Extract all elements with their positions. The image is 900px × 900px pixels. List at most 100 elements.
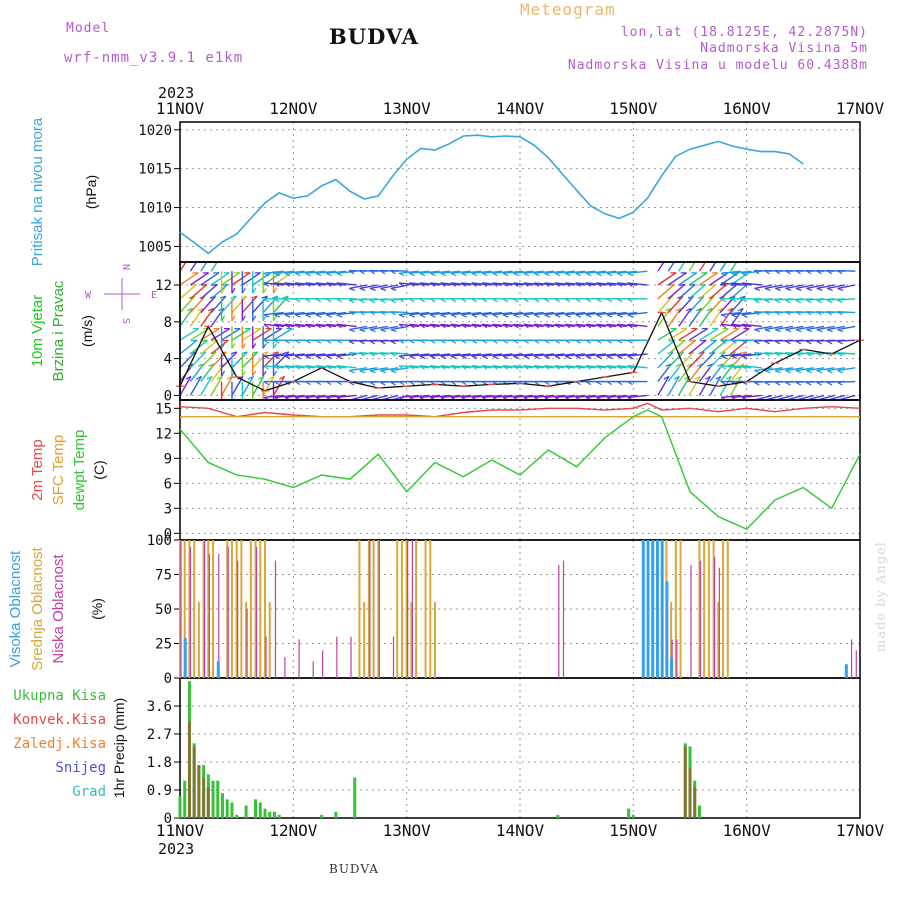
wind-arrow-head [390,328,397,333]
wind-arrow [688,272,708,286]
wind-arrow [482,323,503,328]
wind-arrow [189,262,198,272]
wind-arrow [336,311,357,316]
wind-arrow-head [251,295,258,299]
wind-arrow [252,351,269,369]
wind-arrow-head [720,365,727,370]
wind-arrow [231,351,248,369]
wind-arrow [606,365,627,369]
wind-arrow-head [806,370,812,374]
wind-arrow-head [616,381,623,386]
wind-arrow-head [262,343,267,349]
wind-arrow [471,365,492,369]
wind-arrow-head [315,339,322,344]
wind-arrow-head [419,323,425,329]
wind-arrow-head [689,283,696,286]
precip-conv-bar [688,768,692,818]
wind-arrow [764,284,783,290]
wind-arrow-head [795,370,802,374]
wind-arrow-head [775,287,781,291]
wind-arrow [305,270,326,274]
wind-arrow [657,295,674,314]
wind-arrow [806,352,825,355]
wind-arrow-head [785,311,791,316]
wind-arrow [627,394,648,399]
wind-arrow [554,365,575,369]
wind-arrow [544,394,565,399]
wind-arrow-head [349,287,356,291]
wind-arrow [502,270,523,274]
wind-arrow [617,270,638,274]
wind-arrow [189,307,204,327]
wind-arrow-head [305,355,312,360]
wind-arrow-head [227,375,233,380]
wind-arrow-head [785,287,792,291]
wind-arrow [606,353,627,357]
wind-arrow-head [336,339,342,344]
wind-arrow-head [512,298,519,303]
wind-arrow-head [596,272,602,277]
wind-arrow-head [585,339,592,344]
wind-arrow [709,307,724,327]
wind-arrow [284,282,305,286]
wind-arrow-head [325,381,332,386]
wind-arrow-head [390,340,397,345]
precip-total-bar [221,793,224,818]
wind-arrow [492,282,513,286]
wind-arrow-head [502,323,508,329]
wind-arrow-head [429,355,436,360]
wind-arrow-head [315,323,321,329]
wind-arrow [492,353,513,357]
wind-arrow-head [554,298,561,303]
time-label-bottom: 15NOV [609,821,658,840]
wind-arrow-head [533,339,540,344]
wind-arrow-head [201,283,208,286]
wind-arrow-head [740,351,747,355]
wind-arrow-head [502,314,509,318]
wind-arrow-head [513,272,519,277]
wind-arrow [295,394,316,399]
precip-total-bar [697,805,701,818]
wind-arrow-head [461,355,467,360]
wind-arrow-head [348,299,355,304]
wind-arrow [471,311,492,316]
wind-arrow [461,270,482,274]
wind-arrow [741,270,762,274]
wind-arrow-head [837,299,843,304]
wind-arrow [359,284,378,290]
wind-arrow-head [471,272,478,277]
wind-arrow-head [616,282,623,287]
wind-arrow [596,353,617,357]
wind-arrow [180,339,198,355]
wind-arrow-head [616,339,623,344]
wind-arrow-head [216,375,223,380]
wind-arrow [263,394,284,399]
wind-arrow-head [247,375,254,380]
wind-arrow-head [627,365,633,370]
wind-arrow-head [585,298,592,303]
wind-arrow-head [707,363,713,367]
wind-arrow-head [685,253,690,256]
wind-arrow-head [705,375,711,380]
wind-arrow-head [450,339,457,344]
wind-arrow [678,272,698,286]
wind-arrow [596,311,617,316]
precip-total-bar [211,780,215,818]
wind-arrow [200,351,217,369]
wind-arrow [523,270,544,274]
wind-arrow-head [197,363,204,367]
wind-arrow-head [700,339,707,342]
wind-arrow-head [273,298,280,303]
wind-arrow-head [785,328,792,333]
wind-arrow-head [795,287,802,291]
precip-conv-bar [197,765,201,818]
wind-arrow-head [272,287,278,294]
wind-arrow [544,365,565,369]
wind-arrow [719,327,740,341]
wind-arrow [678,375,691,396]
wind-arrow-head [836,270,843,275]
wind-arrow-head [369,370,376,374]
wind-arrow [523,365,544,369]
wind-arrow [450,353,471,357]
wind-arrow [273,327,293,341]
